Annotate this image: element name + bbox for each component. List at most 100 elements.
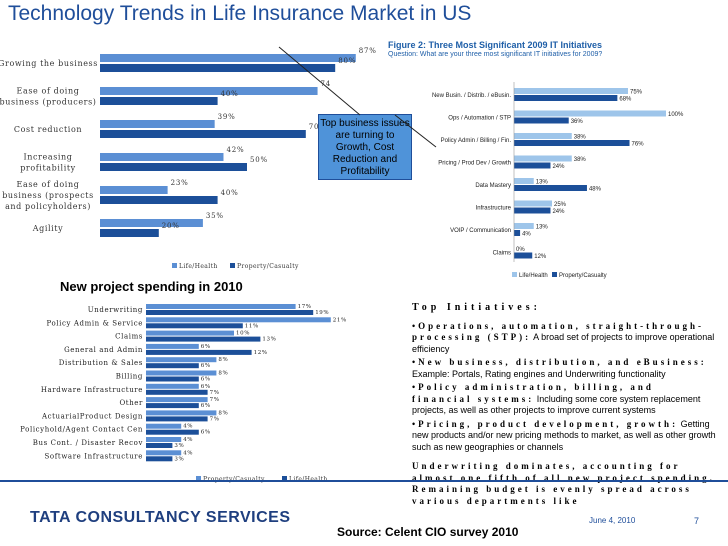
data-label: 20% bbox=[162, 222, 180, 230]
figure-question: Question: What are your three most signi… bbox=[388, 51, 603, 58]
bar-property-casualty bbox=[146, 370, 217, 376]
bar-life-health bbox=[514, 200, 552, 207]
bar-property-casualty bbox=[514, 140, 630, 146]
bar-life-health bbox=[100, 54, 356, 62]
initiative-keyword: •New business, distribution, and eBusine… bbox=[412, 357, 707, 367]
legend-label: Life/Health bbox=[289, 476, 328, 483]
data-label: 23% bbox=[171, 179, 189, 187]
data-label: 3% bbox=[174, 456, 184, 462]
data-label: 70% bbox=[309, 123, 327, 131]
bar-property-casualty bbox=[146, 450, 182, 456]
category-label: ActuarialProduct Design bbox=[41, 412, 143, 420]
data-label: 4% bbox=[183, 437, 193, 443]
data-label: 25% bbox=[554, 202, 567, 208]
category-label: Bus Cont. / Disaster Recov bbox=[33, 439, 143, 447]
bar-life-health bbox=[514, 88, 628, 94]
bar-life-health bbox=[514, 178, 534, 184]
bar-life-health bbox=[100, 153, 224, 161]
data-label: 4% bbox=[522, 232, 531, 238]
data-label: 7% bbox=[210, 416, 220, 422]
bar-property-casualty bbox=[146, 343, 199, 349]
initiative-desc: Including some core system replacement p… bbox=[412, 393, 701, 416]
data-label: 4% bbox=[183, 424, 193, 430]
data-label: 8% bbox=[218, 410, 228, 416]
category-label: Agility bbox=[32, 224, 64, 233]
initiative-keyword: •Policy administration, billing, and fin… bbox=[412, 382, 654, 404]
top-initiatives-panel: Top Initiatives: •Operations, automation… bbox=[412, 302, 717, 528]
data-label: 40% bbox=[221, 90, 239, 98]
data-label: 48% bbox=[589, 187, 602, 193]
data-label: 74 bbox=[321, 80, 332, 88]
initiative-item: •Operations, automation, straight-throug… bbox=[412, 321, 717, 356]
data-label: 6% bbox=[201, 344, 211, 350]
legend-swatch bbox=[282, 476, 287, 481]
initiative-item: •Policy administration, billing, and fin… bbox=[412, 382, 717, 417]
category-label: VOIP / Communication bbox=[450, 228, 511, 234]
bar-property-casualty bbox=[514, 252, 533, 259]
bar-life-health bbox=[146, 389, 208, 395]
category-label: business (prospects bbox=[2, 191, 94, 200]
data-label: 68% bbox=[619, 97, 632, 103]
project-spending-chart: Underwriting 17%19% Policy Admin & Service… bbox=[20, 304, 347, 483]
initiative-keyword: •Operations, automation, straight-throug… bbox=[412, 320, 704, 343]
business-issues-chart: Growing the business 87%80% Ease of doing b… bbox=[0, 47, 377, 270]
initiative-keyword: •Pricing, product development, growth: bbox=[412, 418, 679, 429]
data-label: 6% bbox=[201, 384, 211, 390]
bar-property-casualty bbox=[514, 162, 551, 169]
data-label: 8% bbox=[218, 371, 228, 377]
bar-life-health bbox=[146, 416, 208, 422]
category-label: business (producers) bbox=[0, 98, 97, 107]
bar-property-casualty bbox=[100, 130, 306, 138]
data-label: 7% bbox=[210, 397, 220, 403]
data-label: 8% bbox=[218, 357, 228, 363]
bar-life-health bbox=[146, 310, 314, 315]
bar-property-casualty bbox=[514, 230, 521, 236]
category-label: Other bbox=[119, 399, 143, 407]
bar-property-casualty bbox=[146, 330, 234, 336]
data-label: 38% bbox=[574, 157, 587, 163]
category-label: profitability bbox=[20, 164, 76, 173]
data-label: 11% bbox=[245, 323, 259, 329]
bar-property-casualty bbox=[146, 423, 182, 429]
data-label: 40% bbox=[221, 189, 239, 197]
bar-life-health bbox=[146, 323, 243, 329]
legend-label: Property/Casualty bbox=[237, 263, 299, 270]
data-label: 6% bbox=[201, 403, 211, 409]
bar-life-health bbox=[146, 336, 261, 342]
bar-life-health bbox=[146, 456, 173, 462]
data-label: 42% bbox=[226, 146, 244, 154]
data-label: 21% bbox=[333, 317, 347, 323]
bar-property-casualty bbox=[146, 304, 296, 309]
data-label: 10% bbox=[236, 331, 250, 337]
data-label: 100% bbox=[668, 112, 684, 118]
bar-property-casualty bbox=[146, 357, 217, 363]
bar-property-casualty bbox=[100, 196, 218, 204]
legend-swatch bbox=[196, 476, 201, 481]
legend-label: Life/Health bbox=[519, 273, 548, 279]
category-label: Pricing / Prod Dev / Growth bbox=[438, 161, 511, 167]
legend-label: Property/Casualty bbox=[559, 273, 607, 279]
data-label: 6% bbox=[201, 430, 211, 436]
data-label: 36% bbox=[571, 119, 584, 125]
legend-swatch bbox=[230, 263, 235, 268]
category-label: Cost reduction bbox=[14, 125, 82, 134]
bar-property-casualty bbox=[514, 95, 618, 101]
initiative-desc: Getting new products and/or new pricing … bbox=[412, 418, 716, 452]
initiative-item: •Pricing, product development, growth: G… bbox=[412, 419, 717, 454]
category-label: Ops / Automation / STP bbox=[448, 116, 511, 122]
data-label: 87% bbox=[359, 47, 377, 55]
category-label: Hardware Infrastructure bbox=[41, 386, 143, 394]
bar-life-health bbox=[100, 186, 168, 194]
pointer-line bbox=[278, 46, 361, 116]
callout-box: Top business issues are turning to Growt… bbox=[318, 114, 412, 180]
bar-property-casualty bbox=[146, 437, 182, 442]
data-label: 13% bbox=[536, 180, 549, 186]
category-label: Claims bbox=[115, 333, 143, 341]
bar-life-health bbox=[146, 349, 252, 355]
bar-property-casualty bbox=[146, 383, 199, 389]
legend-swatch bbox=[172, 263, 177, 268]
bar-life-health bbox=[514, 133, 572, 139]
data-label: 39% bbox=[218, 113, 236, 121]
bar-life-health bbox=[514, 223, 534, 229]
category-label: Underwriting bbox=[88, 306, 143, 314]
